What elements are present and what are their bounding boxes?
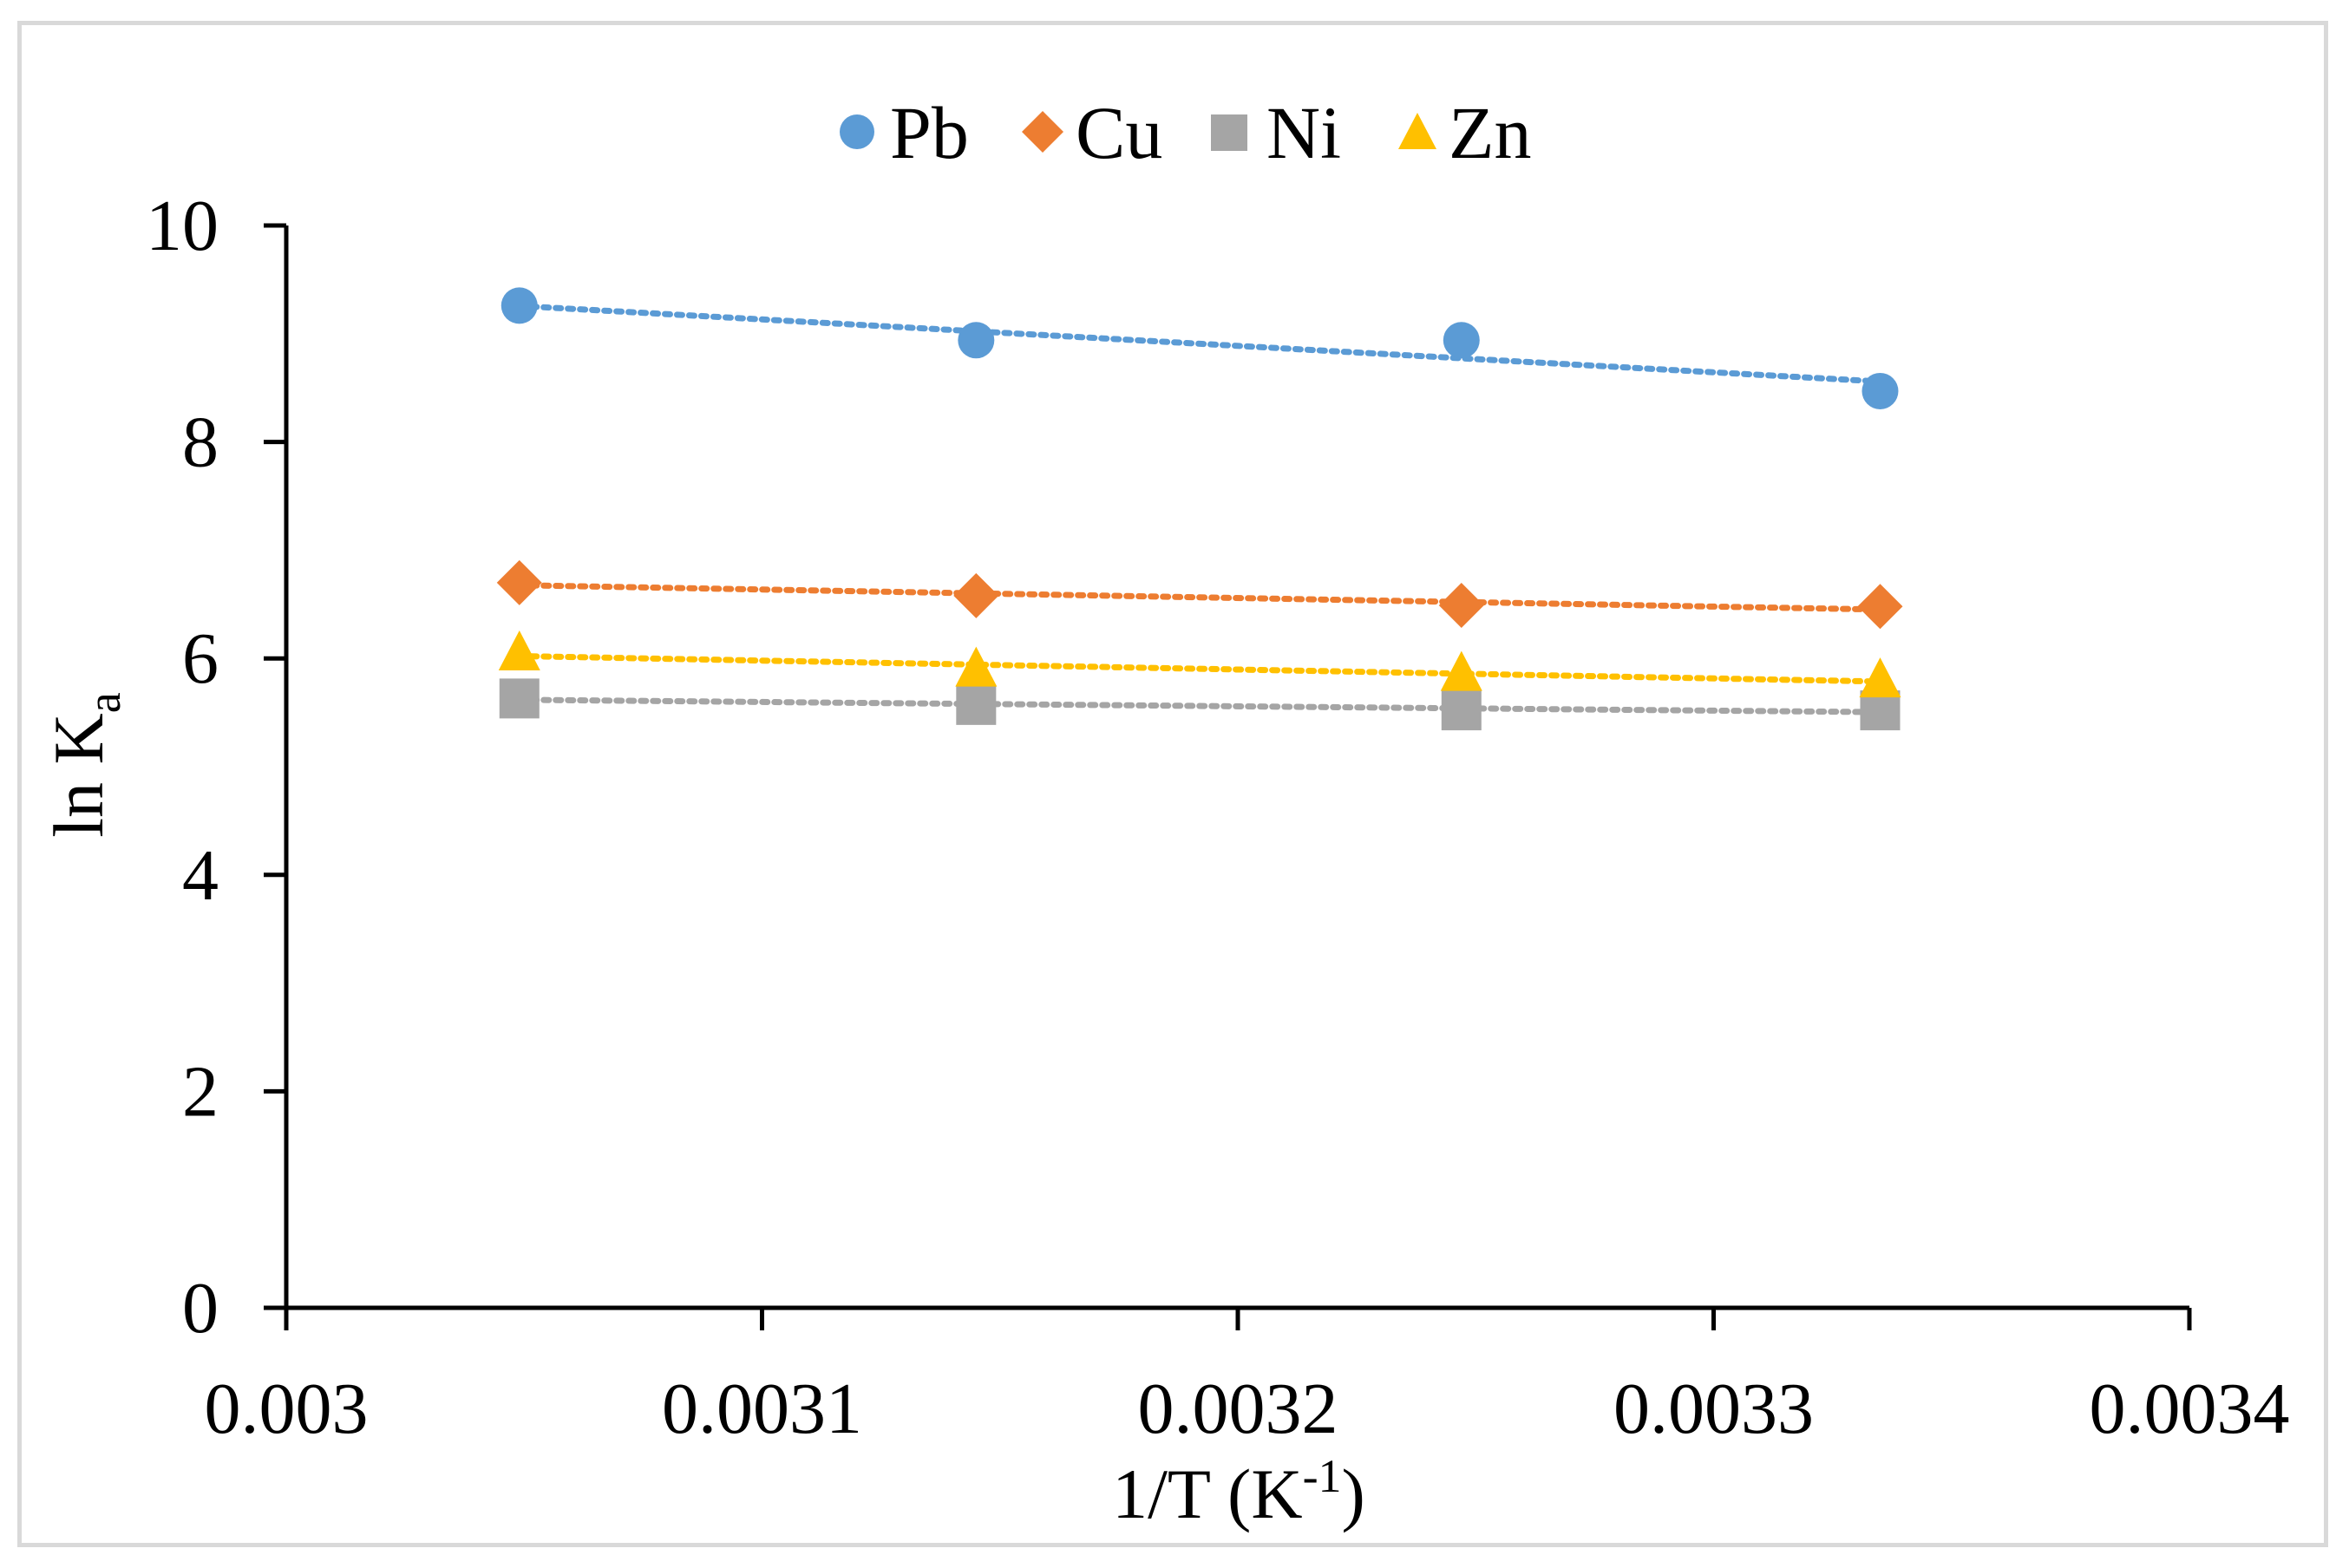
data-point-pb — [501, 287, 538, 324]
y-tick-label: 2 — [182, 1051, 219, 1132]
y-axis-title-sub: a — [78, 692, 130, 713]
legend-label-cu: Cu — [1076, 91, 1162, 174]
data-point-ni — [956, 684, 997, 725]
axis-ticks: 0.003 0.0031 0.0032 0.0033 0.0034 0 2 4 6 8 10 — [146, 186, 2290, 1449]
x-tick-label: 0.0033 — [1613, 1369, 1814, 1449]
data-point-pb — [1443, 322, 1480, 359]
legend-marker-ni — [1211, 114, 1247, 151]
data-point-pb — [958, 322, 995, 359]
x-axis-title: 1/T (K-1) — [1112, 1450, 1365, 1533]
data-point-cu — [496, 559, 542, 605]
data-point-pb — [1862, 372, 1899, 409]
legend-marker-pb — [840, 114, 874, 149]
x-tick-label: 0.0032 — [1138, 1369, 1338, 1449]
x-axis-title-sup: -1 — [1303, 1450, 1342, 1502]
data-point-zn — [955, 646, 998, 687]
x-tick-label: 0.0034 — [2090, 1369, 2290, 1449]
chart-frame — [17, 21, 2328, 1547]
y-tick-label: 4 — [182, 835, 219, 916]
trendline-zn — [516, 652, 1883, 685]
trendline-cu — [516, 582, 1883, 613]
x-axis-title-end: ) — [1342, 1454, 1365, 1533]
y-tick-label: 8 — [182, 402, 219, 483]
data-point-zn — [1440, 650, 1482, 691]
data-point-zn — [498, 630, 540, 670]
legend: Pb Cu Ni Zn — [840, 91, 1532, 174]
legend-label-zn: Zn — [1449, 91, 1532, 174]
x-tick-label: 0.003 — [205, 1369, 369, 1449]
trendlines — [516, 303, 1883, 715]
legend-label-pb: Pb — [890, 91, 969, 174]
data-point-cu — [953, 572, 999, 618]
legend-label-ni: Ni — [1266, 91, 1341, 174]
data-points — [496, 287, 1903, 731]
y-tick-label: 6 — [182, 618, 219, 699]
trendline-pb — [516, 303, 1883, 385]
data-point-ni — [499, 678, 540, 719]
data-point-ni — [1441, 690, 1482, 731]
legend-marker-zn — [1398, 113, 1436, 149]
y-axis-title-main: ln K — [39, 713, 118, 838]
legend-marker-cu — [1022, 111, 1063, 153]
data-point-cu — [1438, 583, 1484, 629]
axes — [276, 225, 2189, 1310]
y-tick-label: 10 — [146, 186, 219, 266]
x-axis-title-main: 1/T (K — [1112, 1454, 1302, 1533]
y-axis-title: ln Ka — [39, 692, 130, 838]
data-point-cu — [1857, 584, 1903, 630]
y-tick-label: 0 — [182, 1268, 219, 1349]
data-point-zn — [1859, 657, 1901, 698]
trendline-ni — [516, 696, 1883, 715]
x-tick-label: 0.0031 — [662, 1369, 862, 1449]
